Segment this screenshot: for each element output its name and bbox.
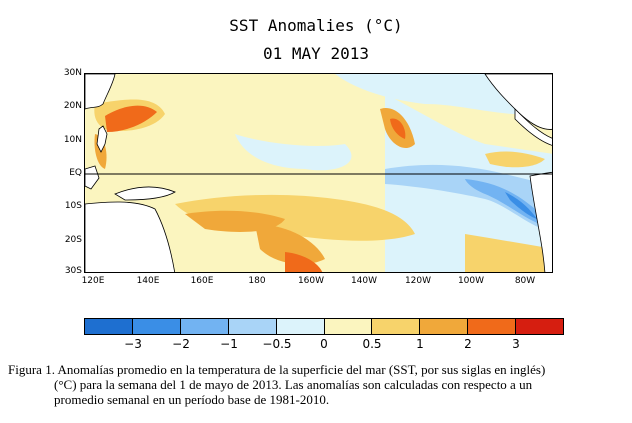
scale-swatch	[228, 319, 277, 334]
lon-label: 140E	[136, 276, 160, 286]
scale-label: −3	[124, 337, 142, 351]
lat-label: EQ	[69, 168, 82, 178]
lat-label: 20N	[63, 101, 82, 111]
anomaly-warm-southeast	[465, 234, 552, 272]
anomaly-cold-tongue-light	[385, 164, 552, 234]
scale-swatch	[420, 319, 469, 334]
lon-label: 120E	[81, 276, 105, 286]
scale-label: 3	[512, 337, 520, 351]
scale-swatch	[468, 319, 517, 334]
lon-label: 160E	[190, 276, 214, 286]
anomaly-warm-west-strong	[105, 105, 157, 132]
anomaly-warm-east-edge	[485, 151, 545, 168]
anomaly-near-zero-center	[235, 134, 352, 171]
lat-label: 10N	[63, 135, 82, 145]
lon-label: 80W	[514, 276, 536, 286]
anomaly-cold-tongue-core	[505, 192, 537, 219]
lat-label: 30N	[63, 68, 82, 78]
land-australia	[85, 201, 176, 272]
lon-label: 120W	[404, 276, 432, 286]
lon-label: 180	[248, 276, 266, 286]
lon-label: 160W	[297, 276, 325, 286]
land-new-guinea	[114, 186, 176, 201]
scale-label: −0.5	[262, 337, 292, 351]
map-date: 01 MAY 2013	[263, 44, 369, 63]
scale-label: 0.5	[362, 337, 382, 351]
anomaly-warm-tasman	[255, 224, 325, 265]
sst-anomaly-field	[85, 74, 552, 272]
scale-label: 0	[320, 337, 328, 351]
scale-swatch	[132, 319, 181, 334]
land-asia	[85, 74, 116, 110]
lat-label: 20S	[64, 235, 82, 245]
color-scale	[84, 318, 564, 335]
land-central-america	[514, 108, 552, 146]
scale-label: 1	[416, 337, 424, 351]
scale-swatch	[372, 319, 421, 334]
scale-swatch	[324, 319, 373, 334]
sst-anomaly-map	[84, 73, 553, 273]
lat-label: 10S	[64, 201, 82, 211]
scale-swatch	[85, 319, 133, 334]
scale-swatch	[516, 319, 564, 334]
lon-label: 100W	[457, 276, 485, 286]
caption-line: Figura 1. Anomalías promedio en la tempe…	[8, 362, 546, 377]
anomaly-warm-central-north-core	[390, 118, 406, 139]
anomaly-warm-southwest	[285, 252, 323, 272]
scale-label: −2	[172, 337, 190, 351]
lat-label: 30S	[64, 266, 82, 276]
scale-label: 2	[464, 337, 472, 351]
land-borneo	[85, 165, 100, 190]
land-philippines	[96, 125, 108, 153]
caption-line: promedio semanal en un período base de 1…	[54, 392, 330, 407]
scale-swatch	[180, 319, 229, 334]
caption-line: (°C) para la semana del 1 de mayo de 201…	[54, 377, 533, 392]
lon-label: 140W	[350, 276, 378, 286]
figure-caption: Figura 1. Anomalías promedio en la tempe…	[8, 362, 628, 407]
map-title: SST Anomalies (°C)	[229, 16, 403, 35]
scale-swatch	[276, 319, 325, 334]
anomaly-cold-tongue	[465, 179, 545, 224]
scale-label: −1	[220, 337, 238, 351]
anomaly-warm-south-pacific	[175, 194, 415, 241]
